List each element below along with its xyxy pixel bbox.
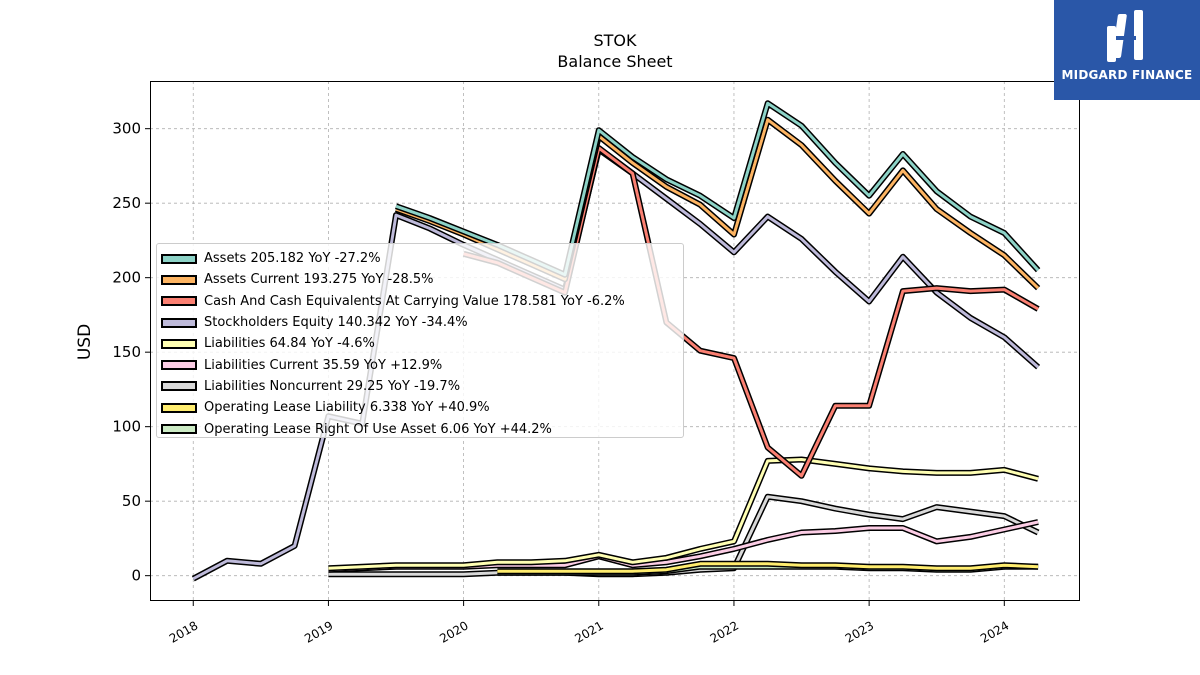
series-operating-lease-liability xyxy=(497,560,1039,575)
legend-label: Assets Current 193.275 YoY -28.5% xyxy=(204,272,434,288)
legend-swatch xyxy=(161,338,197,349)
x-tick-label: 2019 xyxy=(302,618,335,645)
legend-swatch xyxy=(161,253,197,264)
legend-label: Operating Lease Right Of Use Asset 6.06 … xyxy=(204,421,552,437)
legend-label: Liabilities Current 35.59 YoY +12.9% xyxy=(204,357,443,373)
legend-item: Liabilities Current 35.59 YoY +12.9% xyxy=(161,354,683,375)
series-line xyxy=(328,458,1039,570)
legend-item: Operating Lease Liability 6.338 YoY +40.… xyxy=(161,397,683,418)
legend-swatch xyxy=(161,424,197,435)
legend-label: Operating Lease Liability 6.338 YoY +40.… xyxy=(204,400,490,416)
x-tick-label: 2020 xyxy=(437,618,470,645)
brand-logo: MIDGARD FINANCE xyxy=(1054,0,1200,100)
y-tick-label: 200 xyxy=(112,269,141,287)
legend-item: Liabilities 64.84 YoY -4.6% xyxy=(161,333,683,354)
y-tick-label: 150 xyxy=(112,343,141,361)
x-tick-label: 2022 xyxy=(708,618,741,645)
midgard-m-logo-icon xyxy=(1107,10,1143,62)
x-tick-label: 2023 xyxy=(843,618,876,645)
legend-label: Assets 205.182 YoY -27.2% xyxy=(204,251,381,267)
legend-item: Cash And Cash Equivalents At Carrying Va… xyxy=(161,291,683,312)
legend-label: Liabilities 64.84 YoY -4.6% xyxy=(204,336,375,352)
legend-swatch xyxy=(161,317,197,328)
plot-frame xyxy=(150,81,1080,601)
x-tick-label: 2021 xyxy=(572,618,605,645)
legend-item: Stockholders Equity 140.342 YoY -34.4% xyxy=(161,312,683,333)
x-tick-label: 2018 xyxy=(167,618,200,645)
y-tick-label: 50 xyxy=(122,492,141,510)
y-axis-label: USD xyxy=(75,324,95,360)
legend-item: Liabilities Noncurrent 29.25 YoY -19.7% xyxy=(161,376,683,397)
chart-legend: Assets 205.182 YoY -27.2% Assets Current … xyxy=(156,243,684,438)
legend-label: Cash And Cash Equivalents At Carrying Va… xyxy=(204,293,625,309)
y-tick-label: 250 xyxy=(112,194,141,212)
y-axis-ticks: 0 50 100 150 200 250 300 xyxy=(112,120,150,585)
x-axis-ticks: 2018 2019 2020 2021 2022 2023 2024 xyxy=(167,601,1011,646)
legend-swatch xyxy=(161,296,197,307)
legend-label: Liabilities Noncurrent 29.25 YoY -19.7% xyxy=(204,378,461,394)
series-line xyxy=(497,562,1039,573)
legend-swatch xyxy=(161,402,197,413)
y-tick-label: 0 xyxy=(131,567,141,585)
legend-item: Operating Lease Right Of Use Asset 6.06 … xyxy=(161,418,683,439)
legend-swatch xyxy=(161,381,197,392)
legend-item: Assets Current 193.275 YoY -28.5% xyxy=(161,269,683,290)
y-tick-label: 100 xyxy=(112,418,141,436)
chart-title: STOK xyxy=(593,31,637,50)
legend-item: Assets 205.182 YoY -27.2% xyxy=(161,248,683,269)
legend-swatch xyxy=(161,274,197,285)
brand-name: MIDGARD FINANCE xyxy=(1061,68,1193,82)
legend-swatch xyxy=(161,360,197,371)
y-tick-label: 300 xyxy=(112,120,141,138)
legend-label: Stockholders Equity 140.342 YoY -34.4% xyxy=(204,315,468,331)
series-liabilities xyxy=(328,456,1039,572)
chart-subtitle: Balance Sheet xyxy=(557,52,673,71)
x-tick-label: 2024 xyxy=(978,618,1011,645)
